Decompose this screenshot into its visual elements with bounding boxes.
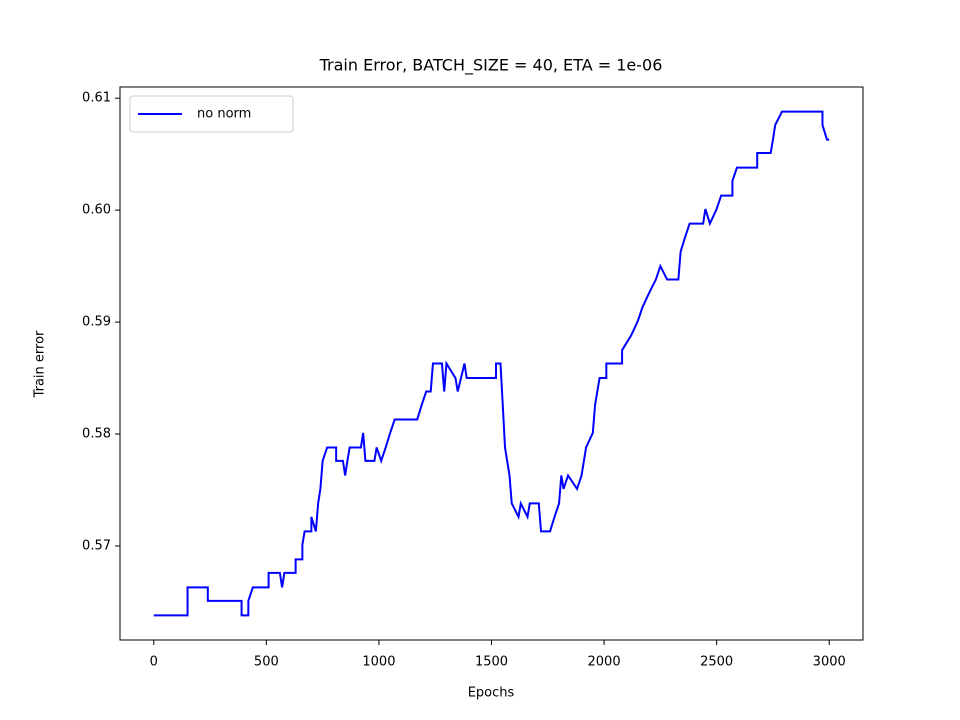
x-tick-label: 2500 bbox=[700, 655, 733, 670]
y-tick-label: 0.58 bbox=[82, 427, 111, 442]
x-tick-label: 1500 bbox=[475, 655, 508, 670]
y-tick-label: 0.60 bbox=[82, 203, 111, 218]
x-axis-label: Epochs bbox=[468, 686, 515, 701]
y-axis-label: Train error bbox=[33, 330, 48, 398]
x-tick-label: 500 bbox=[254, 655, 279, 670]
legend-label: no norm bbox=[197, 107, 251, 122]
legend-box bbox=[129, 95, 294, 133]
x-tick-label: 0 bbox=[150, 655, 158, 670]
y-tick-label: 0.61 bbox=[82, 91, 111, 106]
y-tick-label: 0.59 bbox=[82, 315, 111, 330]
data-line bbox=[153, 110, 830, 617]
x-tick-label: 3000 bbox=[813, 655, 846, 670]
plot-frame bbox=[119, 86, 864, 641]
y-tick-label: 0.57 bbox=[82, 538, 111, 553]
x-tick-label: 2000 bbox=[588, 655, 621, 670]
x-tick-label: 1000 bbox=[362, 655, 395, 670]
chart-title: Train Error, BATCH_SIZE = 40, ETA = 1e-0… bbox=[319, 56, 663, 76]
